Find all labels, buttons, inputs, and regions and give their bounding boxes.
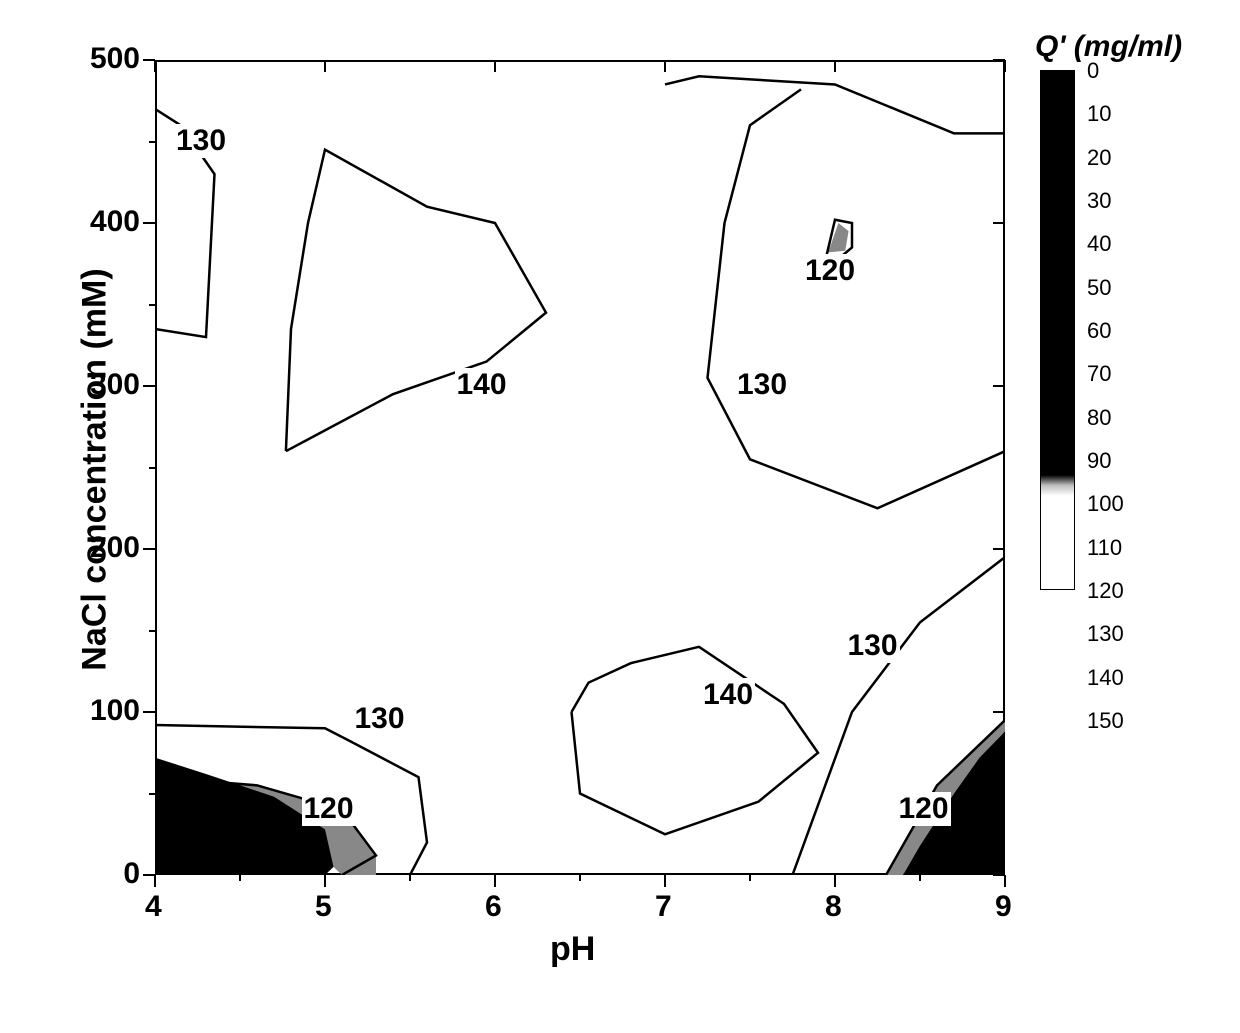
x-tick-mark	[494, 875, 496, 887]
legend-tick-label: 110	[1087, 535, 1122, 561]
contour-label-120: 120	[302, 792, 356, 826]
y-axis-label: NaCl concentration (mM)	[76, 239, 115, 699]
legend-tick-label: 0	[1087, 58, 1099, 84]
y-tick-mark-right	[993, 874, 1005, 876]
x-minor-tick	[409, 875, 411, 881]
legend-title: Q' (mg/ml)	[1035, 30, 1182, 64]
x-tick-mark	[834, 875, 836, 887]
y-tick-label: 0	[70, 857, 140, 891]
legend-tick-label: 120	[1087, 578, 1124, 604]
contour-label-130: 130	[735, 368, 789, 402]
y-tick-label: 500	[70, 42, 140, 76]
legend-tick-label: 140	[1087, 665, 1124, 691]
contour-label-140: 140	[701, 678, 755, 712]
legend-tick-label: 10	[1087, 101, 1111, 127]
legend-tick-label: 70	[1087, 361, 1111, 387]
x-tick-mark-top	[834, 60, 836, 72]
x-minor-tick	[579, 875, 581, 881]
x-tick-mark-top	[324, 60, 326, 72]
x-minor-tick	[749, 875, 751, 881]
y-tick-mark	[143, 711, 155, 713]
y-minor-tick	[149, 630, 155, 632]
contour-label-120: 120	[803, 254, 857, 288]
x-tick-label: 5	[315, 890, 332, 924]
legend-tick-label: 50	[1087, 275, 1111, 301]
x-minor-tick	[919, 875, 921, 881]
contour-label-140: 140	[455, 368, 509, 402]
legend-tick-label: 150	[1087, 708, 1124, 734]
y-tick-mark	[143, 222, 155, 224]
y-tick-mark-right	[993, 548, 1005, 550]
x-tick-mark	[324, 875, 326, 887]
contour-label-120: 120	[897, 792, 951, 826]
y-tick-mark-right	[993, 222, 1005, 224]
contour-label-130: 130	[174, 124, 228, 158]
legend-tick-label: 100	[1087, 491, 1124, 517]
x-tick-mark-top	[664, 60, 666, 72]
x-tick-mark-top	[1004, 60, 1006, 72]
y-tick-mark	[143, 874, 155, 876]
y-minor-tick	[149, 793, 155, 795]
x-tick-mark	[1004, 875, 1006, 887]
x-minor-tick	[239, 875, 241, 881]
legend-tick-label: 130	[1087, 621, 1124, 647]
contour-label-130: 130	[846, 629, 900, 663]
y-minor-tick	[149, 141, 155, 143]
x-tick-mark	[154, 875, 156, 887]
y-tick-mark-right	[993, 711, 1005, 713]
y-tick-mark-right	[993, 59, 1005, 61]
legend-tick-label: 90	[1087, 448, 1111, 474]
x-tick-label: 6	[485, 890, 502, 924]
legend-tick-label: 80	[1087, 405, 1111, 431]
y-tick-mark	[143, 385, 155, 387]
y-tick-mark-right	[993, 385, 1005, 387]
y-tick-label: 200	[70, 531, 140, 565]
legend-tick-label: 60	[1087, 318, 1111, 344]
y-tick-label: 400	[70, 205, 140, 239]
x-tick-mark-top	[154, 60, 156, 72]
y-tick-mark	[143, 59, 155, 61]
legend-tick-label: 30	[1087, 188, 1111, 214]
contour-label-130: 130	[353, 702, 407, 736]
legend-tick-label: 40	[1087, 231, 1111, 257]
contour-figure: pH NaCl concentration (mM) Q' (mg/ml) 4 5…	[20, 20, 1240, 1013]
y-tick-label: 300	[70, 368, 140, 402]
legend-colorbar	[1040, 70, 1075, 590]
x-tick-label: 9	[995, 890, 1012, 924]
x-tick-label: 7	[655, 890, 672, 924]
x-tick-mark-top	[494, 60, 496, 72]
x-tick-mark	[664, 875, 666, 887]
y-tick-mark	[143, 548, 155, 550]
x-tick-label: 4	[145, 890, 162, 924]
x-axis-label: pH	[550, 930, 595, 969]
y-minor-tick	[149, 467, 155, 469]
x-tick-label: 8	[825, 890, 842, 924]
y-tick-label: 100	[70, 694, 140, 728]
legend-tick-label: 20	[1087, 145, 1111, 171]
y-minor-tick	[149, 304, 155, 306]
